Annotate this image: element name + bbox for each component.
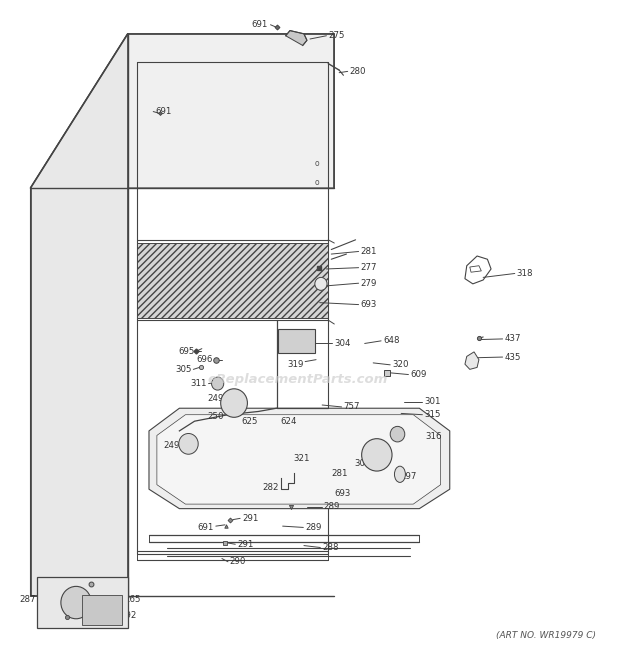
Text: 692: 692 [120, 611, 137, 620]
Text: 696: 696 [197, 355, 213, 364]
Text: 609: 609 [410, 370, 427, 379]
FancyBboxPatch shape [82, 596, 122, 625]
Text: 318: 318 [516, 269, 533, 278]
Text: 315: 315 [424, 410, 441, 419]
Polygon shape [149, 408, 450, 509]
Text: 249: 249 [207, 394, 224, 403]
Text: 263: 263 [45, 612, 61, 621]
Text: 304: 304 [334, 339, 351, 348]
Text: 757: 757 [343, 403, 360, 411]
Text: 301: 301 [424, 397, 441, 407]
Text: 262: 262 [92, 580, 109, 590]
Ellipse shape [394, 466, 405, 483]
Polygon shape [465, 352, 479, 369]
Text: 281: 281 [360, 247, 377, 256]
Text: 691: 691 [198, 523, 214, 532]
Text: 288: 288 [322, 543, 339, 552]
Polygon shape [157, 414, 441, 504]
Text: 297: 297 [400, 472, 416, 481]
Text: 625: 625 [242, 416, 259, 426]
Text: 291: 291 [242, 514, 259, 523]
Polygon shape [30, 34, 128, 596]
Text: o: o [315, 159, 319, 168]
Text: 287: 287 [19, 595, 35, 604]
Text: eReplacementParts.com: eReplacementParts.com [208, 373, 388, 385]
Text: 316: 316 [425, 432, 442, 441]
Text: 624: 624 [280, 416, 296, 426]
Text: 280: 280 [350, 67, 366, 76]
FancyBboxPatch shape [278, 329, 316, 353]
Text: 277: 277 [360, 263, 377, 272]
Text: 289: 289 [324, 502, 340, 511]
Text: (ART NO. WR19979 C): (ART NO. WR19979 C) [495, 631, 596, 640]
Text: 435: 435 [505, 352, 521, 362]
Text: 695: 695 [178, 347, 195, 356]
Circle shape [61, 586, 91, 619]
Text: 291: 291 [237, 540, 254, 549]
Text: 289: 289 [305, 523, 322, 532]
Text: 290: 290 [230, 557, 246, 566]
Polygon shape [286, 30, 307, 46]
Text: 691: 691 [251, 20, 267, 29]
Text: o: o [315, 178, 319, 187]
Text: 300: 300 [354, 459, 371, 468]
Text: 282: 282 [262, 483, 278, 492]
Text: 250: 250 [207, 412, 224, 420]
Text: 305: 305 [175, 365, 192, 374]
Text: 311: 311 [190, 379, 206, 388]
Text: 275: 275 [328, 31, 345, 40]
Text: 437: 437 [505, 334, 521, 344]
Circle shape [221, 389, 247, 417]
Text: 249: 249 [163, 442, 179, 450]
Circle shape [361, 439, 392, 471]
Text: 279: 279 [360, 279, 377, 288]
FancyBboxPatch shape [37, 576, 128, 629]
Text: 691: 691 [155, 107, 172, 116]
Polygon shape [30, 34, 334, 188]
Circle shape [390, 426, 405, 442]
Text: 648: 648 [383, 336, 399, 345]
Circle shape [315, 278, 327, 290]
Text: 319: 319 [288, 360, 304, 369]
Text: 693: 693 [360, 300, 377, 309]
Text: 281: 281 [331, 469, 348, 477]
Circle shape [211, 377, 224, 390]
Text: 265: 265 [125, 595, 141, 604]
Text: 693: 693 [334, 489, 351, 498]
Text: 321: 321 [293, 453, 309, 463]
Polygon shape [137, 243, 328, 317]
Text: 320: 320 [392, 360, 409, 369]
Circle shape [179, 434, 198, 454]
